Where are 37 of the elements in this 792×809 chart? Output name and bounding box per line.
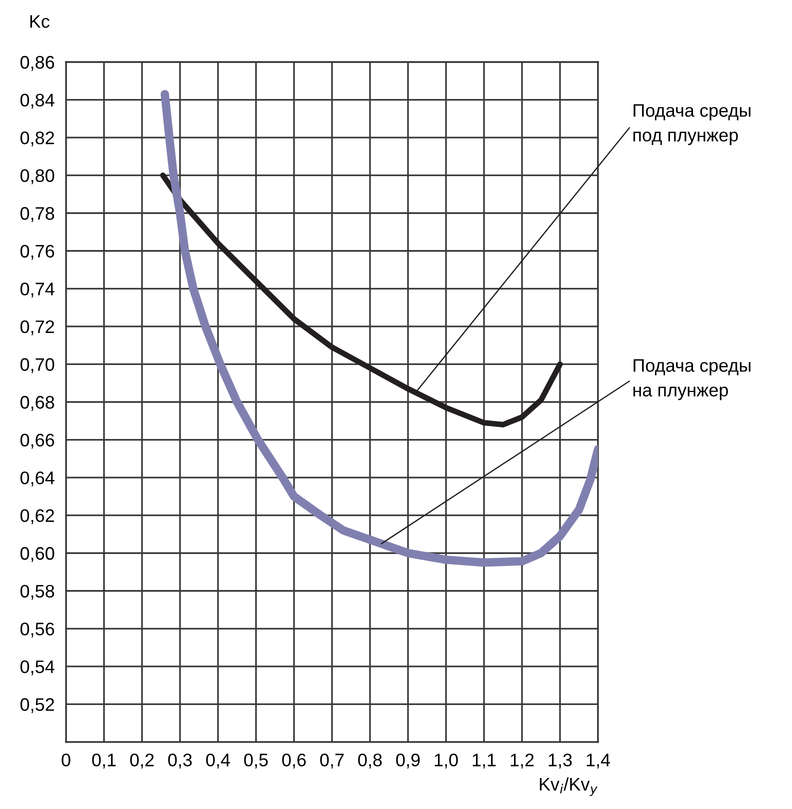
y-tick-label: 0,70	[20, 358, 54, 374]
x-tick-label: 1,3	[548, 754, 572, 769]
y-tick-label: 0,68	[20, 396, 54, 411]
y-tick-label: 0,72	[20, 320, 54, 336]
y-tick-label: 0,86	[20, 56, 54, 71]
y-tick-label: 0,64	[20, 471, 54, 486]
x-axis-title: Kv$_{i}$/Kv$_{y}$	[540, 777, 598, 796]
x-tick-label: 1,2	[510, 754, 534, 769]
y-tick-label: 0,52	[20, 698, 54, 714]
y-tick-label: 0,60	[20, 547, 54, 562]
x-tick-label: 0,7	[320, 754, 344, 769]
x-tick-label: 0,9	[396, 754, 420, 769]
x-tick-label: 0	[62, 754, 70, 766]
x-tick-label: 1,0	[434, 754, 458, 769]
y-tick-label: 0,78	[20, 207, 54, 222]
x-tick-label: 1,4	[586, 754, 610, 769]
y-tick-label: 0,58	[20, 584, 54, 600]
x-tick-label: 0,6	[282, 754, 306, 769]
y-tick-label: 0,56	[20, 622, 54, 638]
x-tick-label: 0,5	[244, 754, 268, 769]
x-tick-label: 0,1	[92, 754, 116, 769]
x-tick-label: 0,3	[168, 754, 192, 769]
x-tick-label: 1,1	[472, 754, 496, 769]
x-tick-label: 0,2	[130, 754, 154, 769]
y-tick-label: 0,66	[20, 434, 54, 449]
y-tick-label: 0,80	[20, 169, 54, 184]
x-tick-label: 0,4	[206, 754, 230, 769]
annotation: Подача среды под плунжер	[633, 104, 750, 146]
y-tick-label: 0,76	[20, 244, 54, 260]
y-tick-label: 0,54	[20, 660, 54, 676]
y-axis-title: Kc	[30, 15, 50, 28]
y-tick-label: 0,82	[20, 131, 54, 146]
y-tick-label: 0,84	[20, 94, 54, 109]
y-tick-label: 0,62	[20, 509, 54, 524]
y-tick-label: 0,74	[20, 282, 54, 298]
annotation: Подача среды на плунжер	[633, 359, 750, 400]
x-tick-label: 0,8	[358, 754, 382, 769]
